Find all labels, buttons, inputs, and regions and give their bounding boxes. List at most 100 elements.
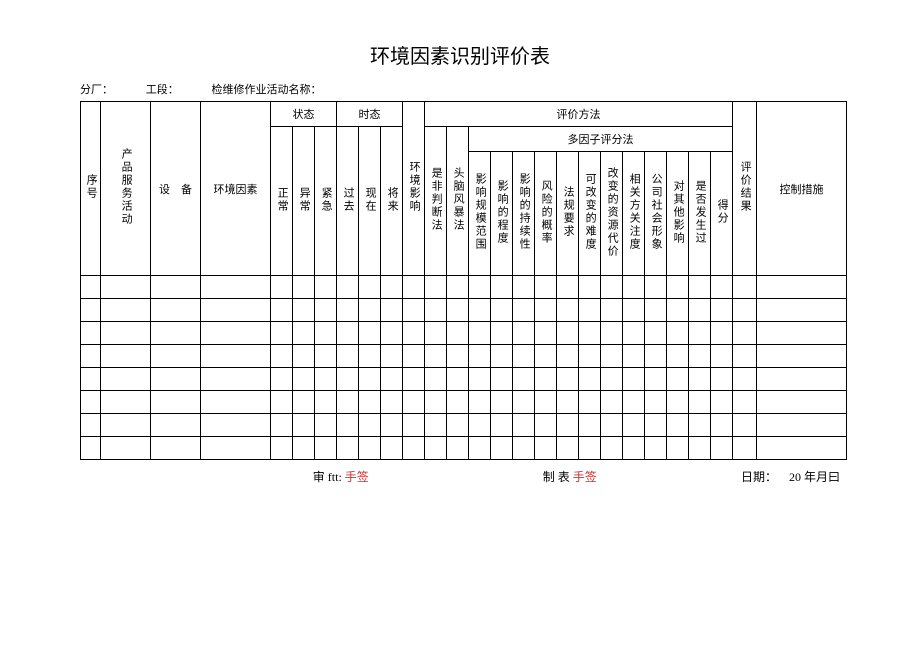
table-cell — [491, 391, 513, 414]
table-cell — [425, 414, 447, 437]
table-cell — [513, 437, 535, 460]
table-cell — [645, 368, 667, 391]
table-cell — [447, 299, 469, 322]
table-cell — [733, 276, 757, 299]
table-cell — [293, 368, 315, 391]
table-cell — [293, 414, 315, 437]
col-env-impact: 环境影响 — [403, 102, 425, 276]
table-cell — [711, 368, 733, 391]
table-cell — [557, 437, 579, 460]
table-cell — [623, 322, 645, 345]
table-cell — [293, 391, 315, 414]
table-cell — [469, 414, 491, 437]
table-cell — [557, 368, 579, 391]
table-cell — [447, 437, 469, 460]
table-cell — [623, 437, 645, 460]
table-cell — [711, 414, 733, 437]
table-cell — [491, 299, 513, 322]
table-cell — [535, 414, 557, 437]
table-cell — [151, 276, 201, 299]
table-cell — [81, 322, 101, 345]
table-cell — [201, 414, 271, 437]
make-sign: 手签 — [573, 470, 597, 484]
table-cell — [201, 437, 271, 460]
table-cell — [151, 437, 201, 460]
table-cell — [757, 437, 847, 460]
table-cell — [645, 322, 667, 345]
table-cell — [579, 414, 601, 437]
table-cell — [667, 368, 689, 391]
page-title: 环境因素识别评价表 — [80, 40, 840, 69]
table-cell — [381, 276, 403, 299]
col-multi-factor-group: 多因子评分法 — [469, 127, 733, 152]
table-cell — [491, 414, 513, 437]
table-cell — [733, 391, 757, 414]
table-cell — [359, 414, 381, 437]
table-cell — [381, 391, 403, 414]
table-cell — [535, 345, 557, 368]
table-cell — [733, 345, 757, 368]
table-cell — [469, 391, 491, 414]
table-cell — [315, 322, 337, 345]
table-cell — [513, 276, 535, 299]
col-mf-scale: 影响规模范围 — [469, 152, 491, 276]
table-cell — [359, 322, 381, 345]
table-cell — [667, 437, 689, 460]
table-cell — [689, 414, 711, 437]
table-cell — [513, 414, 535, 437]
table-cell — [645, 414, 667, 437]
col-normal: 正常 — [271, 127, 293, 276]
table-cell — [579, 322, 601, 345]
table-cell — [315, 345, 337, 368]
table-row — [81, 414, 847, 437]
col-eval-result: 评价结果 — [733, 102, 757, 276]
evaluation-table: 序号 产品服务活动 设 备 环境因素 状态 时态 环境影响 评价方法 评价结果 … — [80, 101, 847, 460]
table-cell — [757, 299, 847, 322]
table-cell — [359, 299, 381, 322]
table-cell — [271, 368, 293, 391]
table-cell — [645, 437, 667, 460]
table-cell — [601, 345, 623, 368]
table-cell — [711, 437, 733, 460]
table-cell — [469, 368, 491, 391]
col-brainstorm: 头脑风暴法 — [447, 127, 469, 276]
table-cell — [667, 391, 689, 414]
table-cell — [491, 276, 513, 299]
table-cell — [601, 391, 623, 414]
table-cell — [315, 299, 337, 322]
col-abnormal: 异常 — [293, 127, 315, 276]
table-cell — [271, 391, 293, 414]
footer-row: 审 ftt: 手签 制 表 手签 日期： 20 年月曰 — [80, 468, 840, 485]
table-cell — [201, 368, 271, 391]
table-cell — [757, 391, 847, 414]
table-cell — [667, 414, 689, 437]
table-cell — [557, 345, 579, 368]
table-cell — [711, 345, 733, 368]
table-cell — [689, 391, 711, 414]
table-cell — [403, 322, 425, 345]
table-cell — [81, 299, 101, 322]
table-cell — [557, 322, 579, 345]
table-cell — [101, 368, 151, 391]
table-cell — [579, 276, 601, 299]
table-cell — [757, 345, 847, 368]
table-cell — [557, 391, 579, 414]
table-cell — [151, 391, 201, 414]
table-cell — [447, 391, 469, 414]
table-cell — [733, 368, 757, 391]
table-cell — [201, 299, 271, 322]
table-cell — [315, 368, 337, 391]
table-cell — [101, 276, 151, 299]
table-cell — [403, 437, 425, 460]
meta-row: 分厂： 工段： 检维修作业活动名称： — [80, 81, 840, 97]
table-cell — [151, 368, 201, 391]
table-cell — [469, 322, 491, 345]
make-label: 制 表 — [543, 470, 570, 484]
table-cell — [623, 368, 645, 391]
table-cell — [315, 437, 337, 460]
table-cell — [513, 345, 535, 368]
table-cell — [601, 322, 623, 345]
table-cell — [601, 368, 623, 391]
date-label: 日期： — [741, 470, 777, 484]
table-cell — [645, 345, 667, 368]
